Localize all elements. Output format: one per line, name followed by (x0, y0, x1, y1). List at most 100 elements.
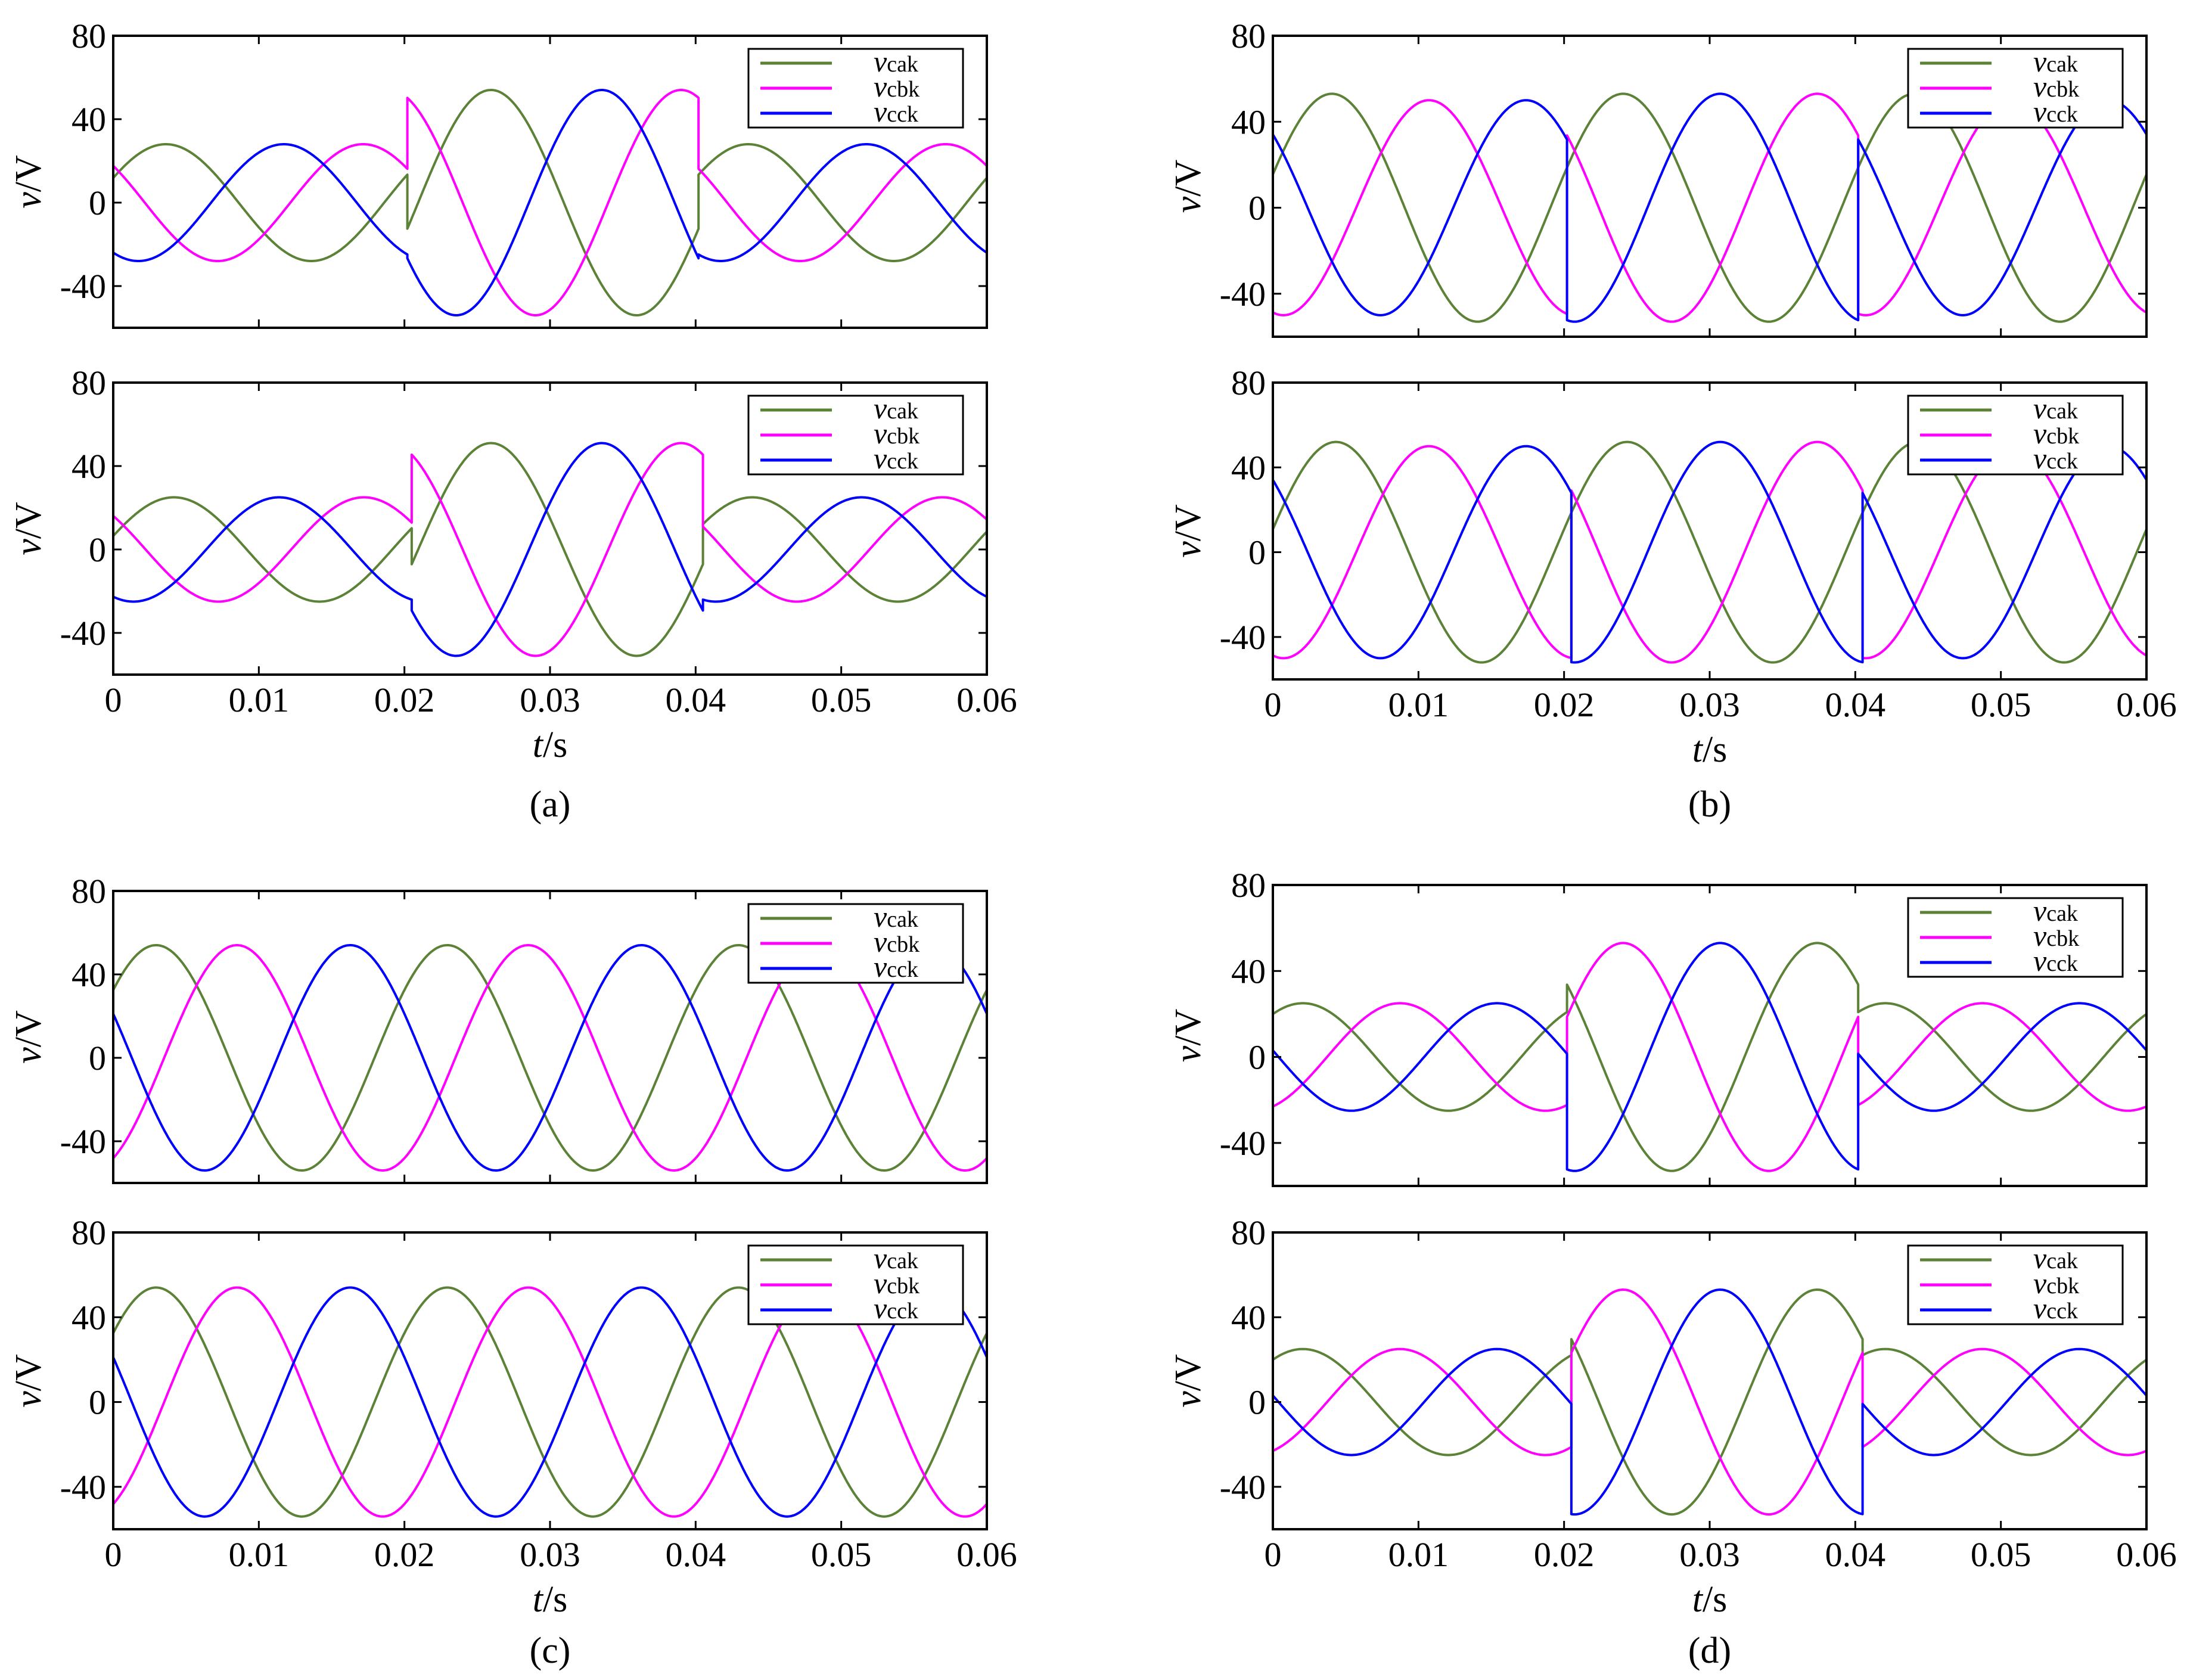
x-axis-label: t/s (1692, 729, 1728, 770)
series-line-vcak (1273, 942, 2146, 1172)
x-tick-label: 0.03 (520, 681, 580, 719)
y-axis-label: v/V (1168, 1354, 1209, 1408)
y-axis-var: v (1168, 541, 1209, 558)
y-axis-unit: /V (8, 1354, 49, 1391)
legend-sub: cbk (887, 77, 919, 102)
legend-label-vcck: vcck (874, 950, 918, 983)
x-axis-var: t (533, 725, 544, 765)
legend-sub: cck (2046, 449, 2078, 474)
y-tick-label: -40 (1220, 618, 1266, 657)
y-tick-label: 80 (72, 1213, 106, 1252)
x-axis-label: t/s (533, 1579, 568, 1620)
legend-var: v (2033, 944, 2047, 977)
x-axis-var: t (533, 1579, 544, 1620)
legend-var: v (874, 925, 887, 958)
y-tick-label: 80 (1231, 364, 1266, 402)
x-tick-label: 0 (105, 681, 122, 719)
legend-sub: cck (2046, 1299, 2078, 1324)
legend-sub: cck (2046, 102, 2078, 127)
y-tick-label: -40 (60, 267, 106, 306)
legend-label-vcbk: vcbk (874, 925, 919, 958)
series-line-vcak (113, 1286, 987, 1518)
legend-var: v (2033, 45, 2047, 78)
panel-caption: (d) (1688, 1631, 1731, 1671)
y-tick-label: 40 (1231, 448, 1266, 487)
series-line-vcbk (1273, 1288, 2146, 1516)
legend-var: v (874, 1241, 887, 1275)
legend-label-vcck: vcck (2033, 442, 2078, 475)
y-tick-label: 0 (89, 184, 106, 222)
legend-var: v (2033, 392, 2047, 425)
x-axis-var: t (1692, 729, 1704, 770)
legend-label-vcak: vcak (2033, 392, 2078, 425)
x-axis-unit: /s (1703, 729, 1727, 770)
legend-label-vcak: vcak (874, 45, 918, 78)
x-tick-label: 0.01 (1388, 1535, 1449, 1574)
legend-sub: cbk (2046, 77, 2079, 102)
legend-label-vcck: vcck (2033, 1291, 2078, 1325)
plot-1: 80 40 0 -40 0 0.01 0.02 0.03 0.04 0.05 0.06 v/V t/s v… (8, 364, 1017, 765)
legend-label-vcck: vcck (874, 442, 918, 475)
series-line-vcak (1273, 92, 2146, 323)
legend-sub: cak (2046, 399, 2078, 424)
legend-label-vcbk: vcbk (2033, 919, 2079, 952)
x-tick-label: 0 (1265, 685, 1282, 724)
y-tick-label: 0 (1248, 1038, 1266, 1077)
y-tick-label: 80 (72, 17, 106, 55)
legend-label-vcak: vcak (874, 1241, 918, 1275)
y-tick-label: 80 (1231, 1213, 1266, 1252)
y-tick-label: 40 (72, 955, 106, 994)
x-axis-var: t (1692, 1579, 1704, 1620)
plot-7: 80 40 0 -40 0 0.01 0.02 0.03 0.04 0.05 0.06 v/V t/s v… (1168, 1213, 2177, 1620)
x-tick-label: 0.02 (1534, 1535, 1595, 1574)
y-axis-label: v/V (8, 502, 49, 555)
y-tick-label: -40 (60, 1122, 106, 1161)
y-axis-label: v/V (1168, 1009, 1209, 1063)
series-line-vcbk (113, 89, 987, 316)
y-tick-label: 40 (72, 447, 106, 486)
legend-label-vcbk: vcbk (2033, 70, 2079, 103)
series-line-vcck (1273, 440, 2146, 664)
series-line-vcak (113, 442, 987, 657)
y-tick-label: 80 (1231, 866, 1266, 905)
legend-label-vcbk: vcbk (2033, 1266, 2079, 1300)
x-tick-label: 0.05 (811, 1535, 872, 1574)
legend-var: v (874, 417, 887, 450)
y-tick-label: -40 (60, 1468, 106, 1507)
legend-var: v (874, 1266, 887, 1300)
y-tick-label: -40 (60, 614, 106, 653)
x-tick-label: 0.02 (1534, 685, 1595, 724)
x-tick-label: 0 (105, 1535, 122, 1574)
series-line-vcbk (1273, 942, 2146, 1172)
y-tick-label: 0 (1248, 189, 1266, 228)
y-tick-label: 0 (1248, 1383, 1266, 1422)
y-tick-label: 40 (72, 1298, 106, 1337)
legend-var: v (874, 1291, 887, 1325)
legend-label-vcak: vcak (874, 900, 918, 933)
legend-var: v (2033, 442, 2047, 475)
y-tick-label: 0 (89, 1383, 106, 1422)
x-tick-label: 0.06 (2116, 1535, 2177, 1574)
x-tick-label: 0.03 (1679, 1535, 1740, 1574)
y-tick-label: -40 (1220, 1124, 1266, 1163)
y-tick-label: 80 (72, 872, 106, 911)
x-tick-label: 0.06 (956, 1535, 1017, 1574)
panel-caption: (b) (1688, 784, 1731, 825)
x-axis-unit: /s (543, 1579, 567, 1620)
y-axis-var: v (1168, 1391, 1209, 1408)
legend-var: v (2033, 70, 2047, 103)
legend-sub: cak (2046, 1249, 2078, 1274)
legend-sub: cbk (2046, 424, 2079, 449)
series-line-vcbk (113, 442, 987, 657)
legend-var: v (2033, 894, 2047, 927)
y-tick-label: -40 (1220, 1468, 1266, 1507)
y-axis-unit: /V (1168, 160, 1209, 197)
y-tick-label: 80 (72, 364, 106, 402)
y-tick-label: 0 (89, 530, 106, 569)
y-tick-label: -40 (1220, 275, 1266, 313)
legend-var: v (2033, 417, 2047, 450)
